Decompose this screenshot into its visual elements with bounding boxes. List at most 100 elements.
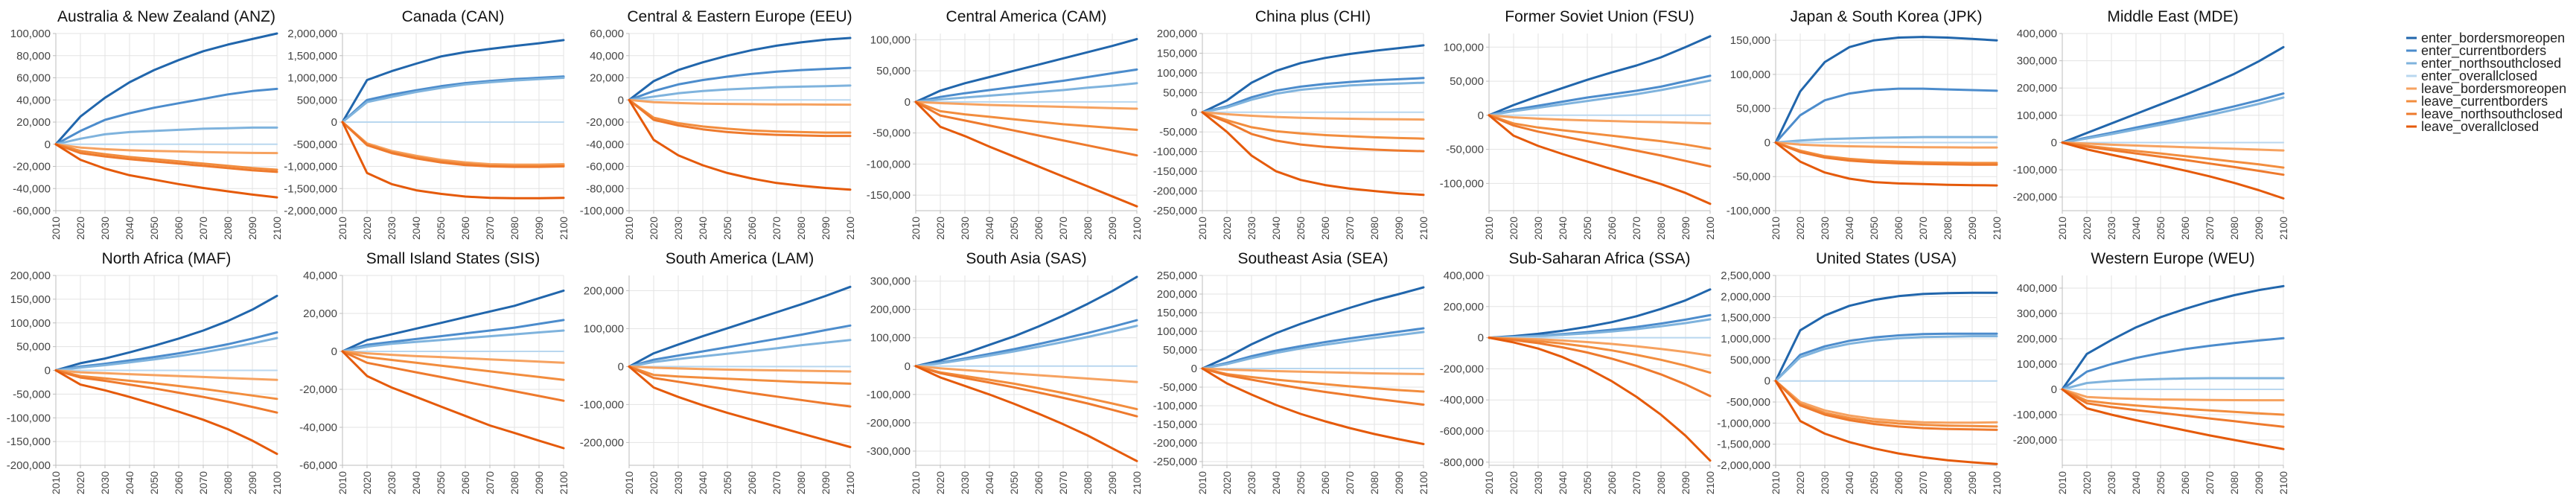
x-tick-label: 2060 (1893, 217, 1904, 240)
y-tick-label: 250,000 (1157, 269, 1197, 282)
x-tick-label: 2050 (1008, 471, 1020, 494)
x-tick-label: 2080 (1368, 217, 1380, 240)
series-line-leave_overallclosed (1774, 141, 1998, 187)
x-tick-label: 2070 (197, 217, 209, 240)
x-tick-label: 2090 (533, 217, 545, 240)
series-line-enter_bordersmoreopen (628, 285, 852, 368)
x-tick-label: 2020 (934, 217, 946, 240)
y-tick-label: 1,500,000 (1721, 312, 1770, 325)
panel-title: Australia & New Zealand (ANZ) (57, 8, 275, 25)
x-tick-label: 2100 (271, 471, 283, 494)
y-tick-label: -200,000 (2013, 434, 2057, 447)
y-tick-label: 0 (1764, 136, 1770, 149)
x-tick-label: 2030 (99, 471, 111, 494)
series-line-leave_overallclosed (1201, 367, 1425, 445)
y-tick-label: -800,000 (1440, 456, 1484, 469)
x-tick-label: 2050 (721, 217, 733, 240)
series-line-enter_northsouthclosed (628, 84, 852, 101)
y-tick-label: -1,000,000 (1717, 417, 1770, 430)
y-tick-label: 400,000 (2017, 282, 2057, 295)
x-tick-label: 2070 (1917, 471, 1929, 494)
legend-label: enter_overallclosed (2421, 68, 2537, 84)
x-tick-label: 2080 (1655, 217, 1667, 240)
x-tick-label: 2100 (2277, 217, 2289, 240)
series-line-leave_overallclosed (628, 365, 852, 448)
panel-title: Former Soviet Union (FSU) (1505, 8, 1694, 25)
x-tick-label: 2040 (2130, 471, 2142, 494)
x-tick-label: 2050 (1581, 217, 1593, 240)
x-tick-label: 2030 (1246, 217, 1257, 240)
x-tick-label: 2100 (558, 217, 570, 240)
x-tick-label: 2070 (2204, 471, 2216, 494)
panel-7: Japan & South Korea (JPK) -100,000 -50,000… (1727, 8, 2003, 240)
x-tick-label: 2060 (2179, 471, 2191, 494)
series-line-leave_bordersmoreopen (1488, 336, 1712, 357)
y-tick-label: 0 (45, 138, 51, 151)
x-tick-label: 2070 (2204, 217, 2216, 240)
x-tick-label: 2100 (844, 471, 856, 494)
x-tick-label: 2080 (795, 217, 807, 240)
x-tick-label: 2090 (820, 471, 832, 494)
x-tick-label: 2070 (1344, 217, 1356, 240)
x-tick-label: 2080 (2228, 217, 2240, 240)
y-tick-label: -60,000 (13, 205, 51, 217)
series-line-enter_bordersmoreopen (2061, 284, 2285, 391)
series-line-enter_bordersmoreopen (1488, 35, 1712, 117)
y-tick-label: 100,000 (10, 317, 51, 330)
y-tick-label: 150,000 (1157, 307, 1197, 319)
x-tick-label: 2060 (1893, 471, 1904, 494)
series-line-leave_overallclosed (1774, 380, 1998, 465)
y-tick-label: -250,000 (1153, 205, 1197, 217)
x-tick-label: 2020 (648, 217, 660, 240)
series-line-enter_northsouthclosed (54, 336, 278, 371)
y-tick-label: 1,500,000 (287, 50, 337, 63)
x-tick-label: 2020 (361, 471, 373, 494)
y-tick-label: 300,000 (2017, 307, 2057, 320)
x-tick-label: 2020 (2081, 471, 2093, 494)
x-tick-label: 2020 (1508, 217, 1520, 240)
x-tick-label: 2080 (222, 471, 234, 494)
x-tick-label: 2020 (74, 471, 86, 494)
x-tick-label: 2020 (1794, 471, 1806, 494)
y-tick-label: -150,000 (7, 436, 51, 448)
series-line-enter_bordersmoreopen (54, 32, 278, 146)
x-tick-label: 2070 (1630, 217, 1642, 240)
panel-10: Small Island States (SIS) -60,000 -40,000 -… (299, 250, 570, 494)
series-line-leave_northsouthclosed (1774, 141, 1998, 166)
series-line-leave_bordersmoreopen (2061, 141, 2285, 152)
x-tick-label: 2070 (484, 471, 496, 494)
y-tick-label: -600,000 (1440, 425, 1484, 438)
x-tick-label: 2050 (1295, 217, 1307, 240)
x-tick-label: 2040 (124, 217, 136, 240)
series-line-enter_northsouthclosed (914, 325, 1138, 368)
y-tick-label: 200,000 (1157, 28, 1197, 40)
x-tick-label: 2060 (1606, 217, 1618, 240)
x-tick-label: 2100 (271, 217, 283, 240)
series-line-enter_northsouthclosed (1774, 335, 1998, 383)
series-line-enter_northsouthclosed (1201, 331, 1425, 370)
x-tick-label: 2030 (2105, 471, 2117, 494)
y-tick-label: 50,000 (1163, 344, 1197, 357)
x-tick-label: 2010 (50, 471, 62, 494)
legend-item: enter_currentborders (2406, 43, 2546, 59)
x-tick-label: 2020 (1794, 217, 1806, 240)
x-tick-label: 2010 (337, 471, 348, 494)
y-tick-label: -500,000 (1727, 396, 1770, 409)
series-line-leave_overallclosed (1488, 336, 1712, 462)
panel-title: South America (LAM) (666, 250, 814, 267)
y-tick-label: -1,000,000 (284, 161, 337, 173)
legend-label: leave_bordersmoreopen (2421, 81, 2566, 97)
series-line-leave_bordersmoreopen (54, 369, 278, 381)
x-tick-label: 2030 (672, 471, 684, 494)
series-line-leave_bordersmoreopen (1201, 111, 1425, 121)
panel-title: Small Island States (SIS) (366, 250, 540, 267)
y-tick-label: 20,000 (16, 116, 51, 129)
y-tick-label: 300,000 (2017, 55, 2057, 68)
x-tick-label: 2070 (484, 217, 496, 240)
series-line-enter_northsouthclosed (1201, 81, 1425, 114)
x-tick-label: 2010 (50, 217, 62, 240)
series-line-enter_currentborders (628, 66, 852, 101)
y-tick-label: -100,000 (580, 205, 624, 217)
x-tick-label: 2040 (697, 217, 709, 240)
y-tick-label: 200,000 (2017, 82, 2057, 95)
